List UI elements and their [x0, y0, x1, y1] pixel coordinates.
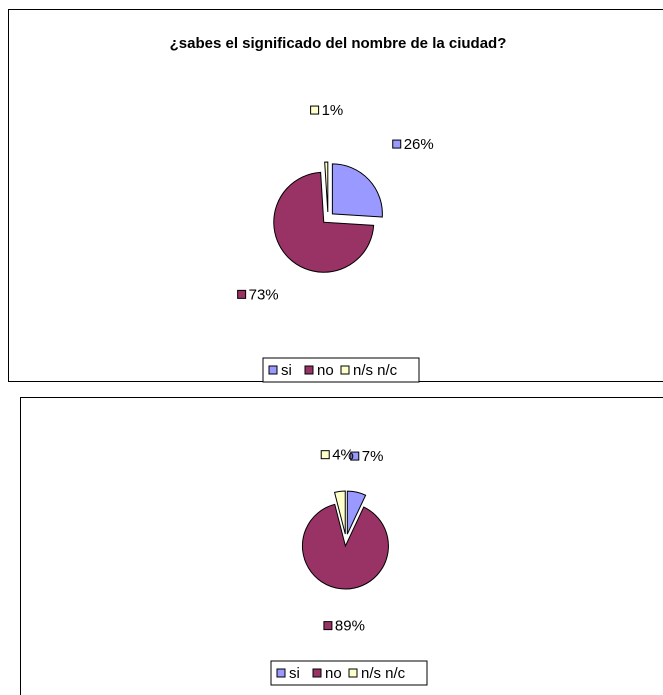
legend-label: si — [281, 362, 292, 379]
label-key — [310, 105, 320, 115]
legend-key — [340, 365, 350, 375]
label-key — [350, 451, 360, 461]
pie-slice — [324, 161, 329, 213]
pie-slice — [301, 503, 389, 590]
pie-slice — [273, 171, 375, 273]
legend-key — [268, 365, 278, 375]
legend-key — [348, 668, 358, 678]
label-key — [323, 621, 333, 631]
legend-key — [276, 668, 286, 678]
label-key — [237, 289, 247, 299]
legend-label: n/s n/c — [361, 665, 406, 682]
label-key — [320, 450, 330, 460]
pie-slice — [333, 490, 346, 535]
pie-slice — [331, 163, 383, 218]
legend-key — [304, 365, 314, 375]
data-label: 7% — [362, 448, 384, 465]
pie-slice — [346, 490, 367, 535]
data-label: 89% — [335, 618, 365, 635]
legend-label: no — [325, 665, 342, 682]
legend-label: n/s n/c — [353, 362, 398, 379]
data-label: 26% — [404, 136, 434, 153]
chart-title: ¿sabes el significado del nombre de la c… — [170, 35, 507, 52]
data-label: 1% — [322, 102, 344, 119]
legend-label: no — [317, 362, 334, 379]
legend-key — [312, 668, 322, 678]
data-label: 73% — [249, 286, 279, 303]
data-label: 4% — [332, 447, 354, 464]
label-key — [392, 139, 402, 149]
legend-label: si — [289, 665, 300, 682]
